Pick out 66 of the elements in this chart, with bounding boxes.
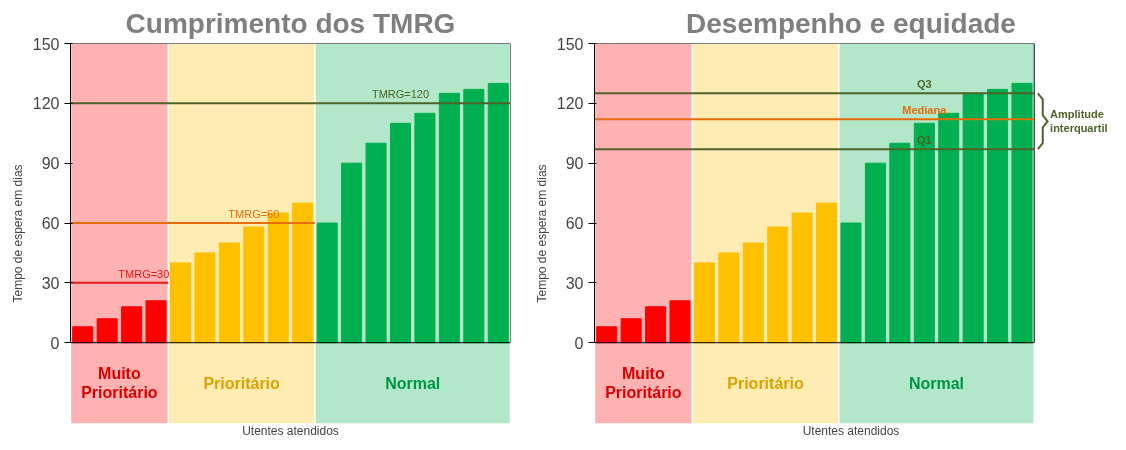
series-label: Prioritário: [203, 374, 281, 392]
y-tick-label: 60: [565, 215, 584, 233]
ref-line-label: Q3: [916, 78, 932, 91]
ref-line-label: TMRG=120: [371, 88, 430, 101]
series-label: Muito Prioritário: [81, 364, 158, 402]
chart-title: Cumprimento dos TMRG: [125, 7, 456, 39]
bar: [96, 318, 118, 344]
x-axis-title: Utentes atendidos: [242, 423, 339, 438]
bar: [72, 326, 94, 344]
y-tick-label: 0: [50, 334, 60, 352]
y-axis-title: Tempo de espera em dias: [10, 164, 25, 303]
bar: [169, 262, 192, 344]
ref-line-label: Q1: [916, 134, 932, 147]
bar: [463, 88, 485, 344]
y-tick-label: 120: [556, 95, 584, 113]
ref-line-label: TMRG=60: [228, 208, 280, 221]
bar: [913, 122, 935, 344]
bar: [487, 82, 509, 344]
bar: [194, 252, 216, 344]
text: Amplitude interquartil: [1050, 108, 1108, 135]
y-tick-label: 150: [32, 35, 60, 53]
bar: [243, 226, 265, 344]
bar: [438, 92, 460, 344]
series-label: Muito Prioritário: [605, 364, 682, 402]
y-tick-label: 0: [574, 334, 584, 352]
bar: [669, 300, 691, 344]
bar: [145, 300, 167, 344]
bar: [316, 222, 338, 344]
bar: [365, 142, 387, 344]
bar: [218, 242, 240, 344]
y-tick-label: 120: [32, 95, 60, 113]
y-tick-label: 90: [565, 155, 584, 173]
y-tick-label: 90: [41, 155, 60, 173]
bar: [938, 112, 960, 344]
bar: [767, 226, 789, 344]
ref-line-label: Mediana: [902, 104, 948, 117]
bar: [645, 306, 667, 344]
bar: [121, 306, 143, 344]
bar: [620, 318, 642, 344]
bar: [718, 252, 740, 344]
bar: [791, 212, 813, 344]
bar: [962, 92, 984, 344]
bar: [889, 142, 911, 344]
bar: [987, 88, 1009, 344]
y-tick-label: 150: [556, 35, 584, 53]
y-tick-label: 30: [565, 274, 584, 292]
y-tick-label: 30: [41, 274, 60, 292]
bar: [292, 202, 314, 344]
series-label: Normal: [908, 374, 965, 392]
y-tick-label: 60: [41, 215, 60, 233]
bar: [341, 162, 363, 344]
x-axis-title: Utentes atendidos: [802, 423, 900, 438]
series-label: Normal: [385, 374, 441, 392]
bar: [389, 122, 412, 344]
bar: [742, 242, 764, 344]
bar: [693, 262, 715, 344]
bar: [816, 202, 838, 344]
y-axis-title: Tempo de espera em dias: [534, 164, 549, 303]
chart-title: Desempenho e equidade: [686, 7, 1016, 39]
ref-line-label: TMRG=30: [118, 267, 170, 280]
bar: [1011, 82, 1033, 344]
series-label: Prioritário: [727, 374, 804, 392]
bar: [864, 162, 886, 344]
bar: [414, 112, 436, 344]
bar: [596, 326, 618, 344]
bar: [840, 222, 862, 344]
